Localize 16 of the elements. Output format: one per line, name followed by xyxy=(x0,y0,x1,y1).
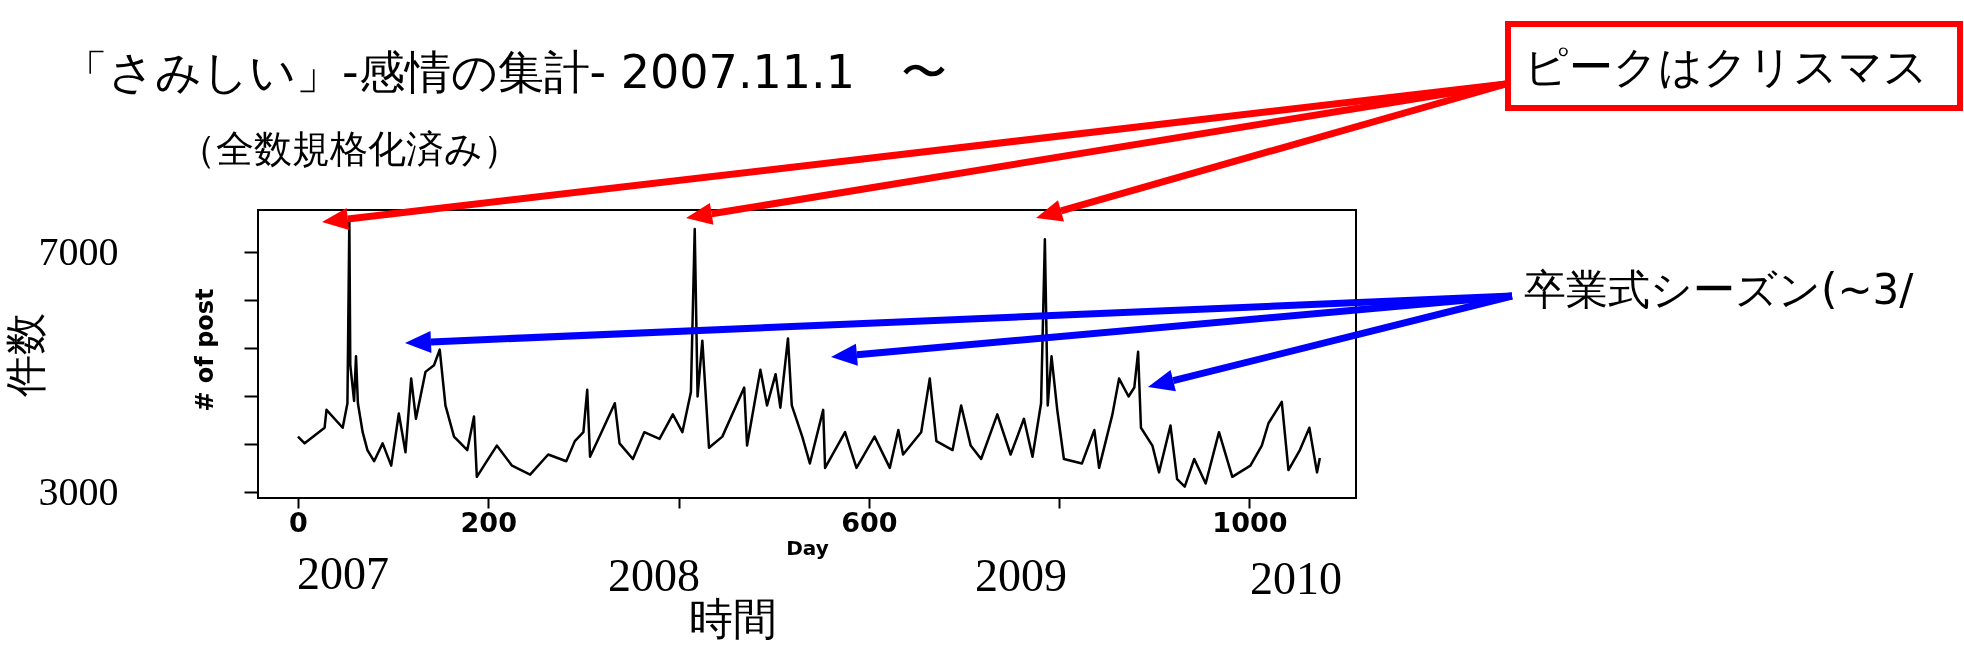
chart-title: 「さみしい」-感情の集計- 2007.11.1 〜 xyxy=(62,44,947,101)
text: 2010 xyxy=(1250,551,1342,605)
y-tick-label: 7000 xyxy=(38,228,119,274)
text: 2007 xyxy=(297,546,389,600)
text: 卒業式シーズン(~3/ xyxy=(1524,264,1914,316)
x-axis-title: Day xyxy=(786,535,829,560)
chart-subtitle: （全数規格化済み） xyxy=(178,126,521,173)
y-axis-title: 件数 xyxy=(0,312,50,397)
text: # of post xyxy=(191,288,219,412)
x-tick-label: 200 xyxy=(460,506,517,538)
text: 2009 xyxy=(975,548,1067,602)
text: ピークはクリスマス xyxy=(1524,40,1928,94)
x-tick-label: 1000 xyxy=(1212,506,1288,538)
x-tick-label: 0 xyxy=(289,506,308,538)
x-tick-label: 600 xyxy=(841,506,898,538)
y-tick-label: 3000 xyxy=(38,468,119,514)
